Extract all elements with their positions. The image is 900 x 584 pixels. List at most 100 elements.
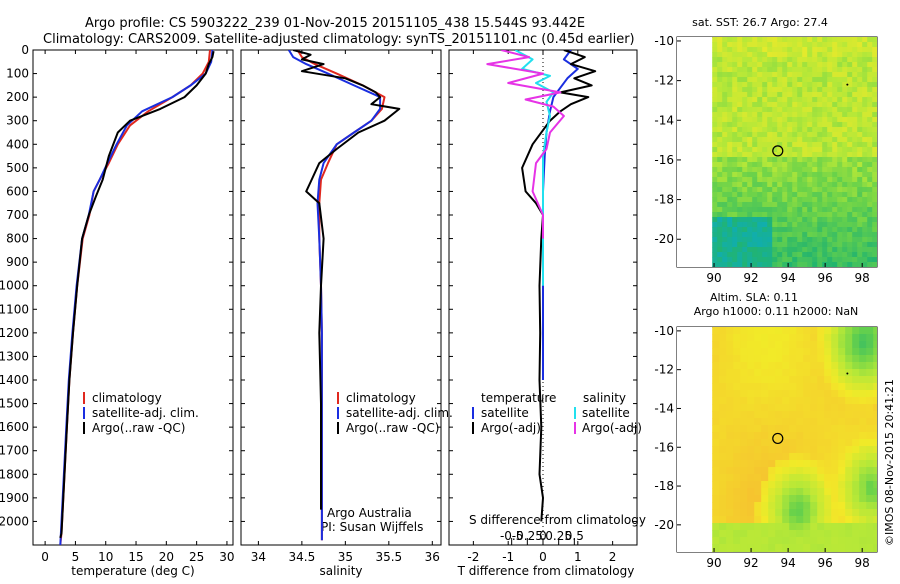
heatmap-cell [757,187,763,193]
heatmap-cell [727,72,733,78]
heatmap-cell [822,97,828,103]
heatmap-cell [817,117,823,123]
heatmap-cell [768,341,776,349]
heatmap-cell [782,334,790,342]
y-tick-label: 1100 [0,302,29,316]
heatmap-cell [789,369,797,377]
heatmap-cell [782,355,790,363]
heatmap-cell [726,502,734,510]
heatmap-cell [838,439,846,447]
heatmap-cell [747,57,753,63]
heatmap-cell [802,227,808,233]
heatmap-cell [767,97,773,103]
map-x-tick-label: 90 [706,556,721,570]
heatmap-cell [852,530,860,538]
heatmap-cell [732,217,738,223]
heatmap-cell [837,42,843,48]
heatmap-cell [787,207,793,213]
heatmap-cell [726,397,734,405]
heatmap-cell [768,453,776,461]
heatmap-cell [717,207,723,213]
map-y-tick-label: -14 [654,401,674,415]
heatmap-cell [797,127,803,133]
heatmap-cell [807,152,813,158]
heatmap-cell [712,82,718,88]
heatmap-cell [772,132,778,138]
heatmap-cell [827,87,833,93]
heatmap-cell [787,97,793,103]
heatmap-cell [872,52,877,58]
heatmap-cell [803,495,811,503]
heatmap-cell [817,97,823,103]
heatmap-cell [757,262,763,267]
heatmap-cell [807,52,813,58]
heatmap-cell [802,207,808,213]
heatmap-cell [837,152,843,158]
heatmap-cell [757,162,763,168]
heatmap-cell [859,551,867,552]
heatmap-cell [807,97,813,103]
heatmap-cell [852,516,860,524]
heatmap-cell [733,509,741,517]
heatmap-cell [797,42,803,48]
map-blank-area [677,327,713,552]
heatmap-cell [859,467,867,475]
heatmap-cell [812,172,818,178]
heatmap-cell [796,495,804,503]
heatmap-cell [767,262,773,267]
heatmap-cell [831,383,839,391]
heatmap-cell [792,212,798,218]
heatmap-cell [842,72,848,78]
heatmap-cell [803,523,811,531]
heatmap-cell [777,132,783,138]
heatmap-cell [761,481,769,489]
heatmap-cell [732,132,738,138]
heatmap-cell [768,383,776,391]
heatmap-cell [712,72,718,78]
heatmap-cell [782,187,788,193]
heatmap-cell [727,217,733,223]
heatmap-cell [722,47,728,53]
heatmap-cell [747,404,755,412]
heatmap-cell [761,404,769,412]
heatmap-cell [737,162,743,168]
heatmap-cell [712,62,718,68]
heatmap-cell [747,162,753,168]
map-x-tick-label: 92 [743,271,758,285]
heatmap-cell [787,42,793,48]
heatmap-cell [802,192,808,198]
heatmap-cell [873,341,877,349]
heatmap-cell [727,117,733,123]
heatmap-cell [803,418,811,426]
heatmap-cell [832,247,838,253]
heatmap-cell [803,544,811,552]
heatmap-cell [842,237,848,243]
heatmap-cell [837,262,843,267]
heatmap-cell [796,369,804,377]
heatmap-cell [740,418,748,426]
heatmap-cell [837,177,843,183]
x2-tick-label: 0 [539,529,547,543]
heatmap-cell [722,92,728,98]
heatmap-cell [754,537,762,545]
heatmap-cell [712,197,718,203]
heatmap-cell [722,62,728,68]
heatmap-cell [712,177,718,183]
heatmap-cell [754,397,762,405]
heatmap-cell [807,62,813,68]
heatmap-cell [737,217,743,223]
heatmap-cell [747,383,755,391]
heatmap-cell [752,162,758,168]
heatmap-cell [740,376,748,384]
heatmap-cell [859,341,867,349]
heatmap-cell [824,516,832,524]
heatmap-cell [803,439,811,447]
heatmap-cell [817,397,825,405]
heatmap-cell [767,82,773,88]
heatmap-cell [762,222,768,228]
heatmap-cell [737,77,743,83]
heatmap-cell [862,217,868,223]
heatmap-cell [712,418,720,426]
heatmap-cell [792,177,798,183]
heatmap-cell [827,217,833,223]
